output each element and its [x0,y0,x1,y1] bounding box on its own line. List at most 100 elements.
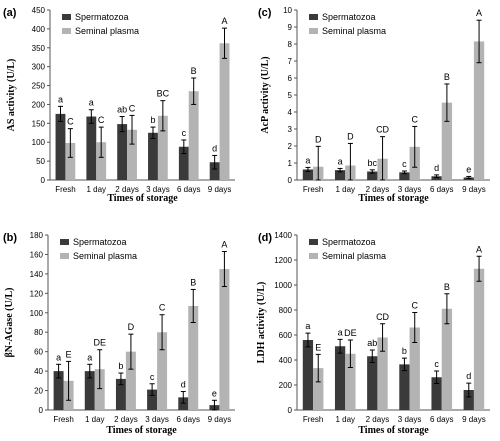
significance-letter: E [315,342,321,352]
x-tick-label: Fresh [55,185,75,194]
x-tick-label: Fresh [53,415,73,424]
significance-letter: B [444,282,450,292]
bar-seminal-plasma [377,337,388,410]
x-tick-label: 2 days [366,415,390,424]
bar-seminal-plasma [473,268,485,410]
x-tick-label: 1 day [335,415,355,424]
y-tick-label: 60 [34,348,43,357]
x-tick-label: 6 days [177,185,201,194]
bar-spermatozoa [399,172,410,180]
bar-spermatozoa [431,176,442,180]
significance-letter: A [476,8,482,18]
bar-spermatozoa [178,146,189,180]
chart-panel-4: (d) LDH activity (U/L) Times of storage 0 20… [256,231,490,436]
bar-spermatozoa [431,377,442,410]
x-axis-title: Times of storage [106,425,177,436]
y-tick-label: 400 [279,356,293,365]
significance-letter: e [466,164,471,174]
significance-letter: C [411,301,418,311]
y-tick-label: 100 [32,138,46,147]
bar-seminal-plasma [96,142,107,180]
y-axis-title: AS activity (U/L) [6,59,17,132]
y-tick-label: 200 [279,381,293,390]
significance-letter: ab [367,338,377,348]
legend-swatch [309,253,318,259]
x-tick-label: Fresh [303,185,323,194]
y-tick-label: 200 [32,100,46,109]
x-tick-label: 3 days [398,415,422,424]
legend-label: Spermatozoa [322,12,376,22]
panel-label: (c) [258,7,272,19]
significance-letter: b [402,346,407,356]
bar-spermatozoa [334,170,346,180]
bar-seminal-plasma [65,142,76,180]
y-tick-label: 250 [32,82,46,91]
bar-spermatozoa [53,371,64,410]
bar-spermatozoa [147,389,158,410]
significance-letter: D [128,322,135,332]
x-tick-label: 6 days [176,415,200,424]
bar-spermatozoa [334,346,346,410]
y-axis-title: LDH activity (U/L) [256,282,267,364]
y-tick-label: 400 [32,25,46,34]
x-tick-label: 1 day [335,185,355,194]
y-axis-title: βN-AGase (U/L) [4,288,15,358]
significance-letter: C [67,117,74,127]
y-tick-label: 80 [34,328,43,337]
y-tick-label: 1400 [274,231,292,240]
bar-spermatozoa [117,124,128,180]
y-tick-label: 1000 [274,281,292,290]
x-tick-label: 1 day [85,415,105,424]
bar-spermatozoa [84,371,95,410]
x-tick-label: 6 days [430,185,454,194]
bar-spermatozoa [367,356,378,410]
x-tick-label: 3 days [145,415,169,424]
significance-letter: CD [376,312,389,322]
y-tick-label: 50 [36,157,45,166]
significance-letter: a [58,94,63,104]
y-tick-label: 0 [288,406,293,415]
bar-seminal-plasma [94,369,105,410]
legend-label: Spermatozoa [322,237,376,247]
bar-seminal-plasma [345,353,356,410]
significance-letter: C [129,103,136,113]
bar-spermatozoa [367,171,378,180]
x-axis-title: Times of storage [107,193,178,204]
significance-letter: CD [376,125,389,135]
y-tick-label: 8 [288,40,293,49]
y-tick-label: 800 [279,306,293,315]
x-tick-label: 9 days [208,415,232,424]
y-tick-label: 20 [34,387,43,396]
y-tick-label: 5 [288,91,293,100]
legend-swatch [309,28,318,34]
x-tick-label: 6 days [430,415,454,424]
bar-seminal-plasma [188,305,199,410]
significance-letter: a [87,352,92,362]
y-tick-label: 0 [288,176,293,185]
x-tick-label: 9 days [462,185,486,194]
x-tick-label: 1 day [86,185,106,194]
significance-letter: a [338,327,343,337]
bar-seminal-plasma [127,129,137,180]
y-tick-label: 2 [288,142,293,151]
legend-label: Seminal plasma [73,251,137,261]
significance-letter: a [305,155,310,165]
bar-seminal-plasma [409,327,420,410]
legend-swatch [309,239,318,245]
y-axis-title: AcP activity (U/L) [260,56,271,133]
x-tick-label: 3 days [146,185,170,194]
y-tick-label: 120 [30,289,44,298]
significance-letter: BC [157,89,170,99]
significance-letter: D [347,131,354,141]
legend-swatch [60,253,69,259]
bar-seminal-plasma [157,332,168,410]
bar-spermatozoa [463,390,474,410]
y-tick-label: 1 [288,159,293,168]
bar-seminal-plasma [219,43,230,180]
bar-seminal-plasma [473,41,485,181]
bar-seminal-plasma [125,351,136,410]
bar-seminal-plasma [188,91,199,180]
y-tick-label: 4 [288,108,293,117]
bar-spermatozoa [115,378,126,410]
